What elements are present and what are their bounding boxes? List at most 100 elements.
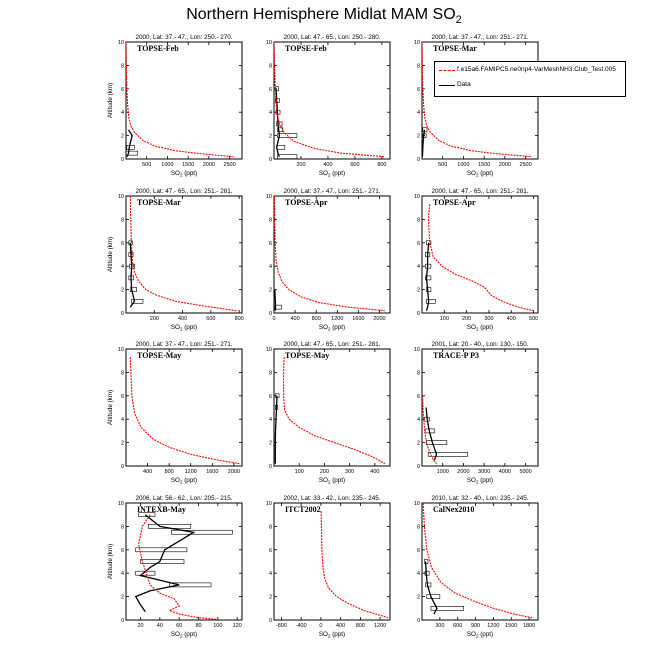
y-tick-label: 10 (414, 347, 420, 353)
panel-8: 2000, Lat: 47.- 65., Lon: 251.- 281. TOPS… (266, 341, 391, 485)
x-axis-label: SO2 (ppt) (171, 324, 197, 332)
data-line (425, 407, 438, 461)
y-tick-label: 10 (266, 347, 272, 353)
legend-label-model: f.e15a6.FAMIPC5.ne0np4-VarMeshNH3.Club_T… (457, 66, 616, 73)
x-tick-label: 400 (336, 623, 345, 629)
x-tick-label: 100 (295, 469, 304, 475)
y-tick-label: 2 (121, 134, 124, 140)
y-tick-label: 4 (121, 264, 124, 270)
model-line (129, 357, 240, 465)
panel-frame (125, 195, 243, 314)
y-tick-label: 4 (417, 417, 420, 423)
data-range-box (125, 150, 138, 156)
x-tick-label: 400 (370, 469, 379, 475)
y-tick-label: 2 (417, 441, 420, 447)
panel-frame (421, 502, 539, 621)
data-range-box (426, 594, 441, 599)
x-axis-label: SO2 (ppt) (467, 631, 493, 639)
x-tick-label: 2500 (519, 162, 531, 168)
y-tick-label: 2 (269, 441, 272, 447)
x-tick-label: 400 (143, 469, 152, 475)
data-range-box (276, 121, 283, 127)
panel-campaign-label: ITCT2002 (285, 505, 321, 514)
model-line (283, 357, 386, 465)
x-tick-label: 1600 (206, 469, 218, 475)
data-line (275, 88, 281, 157)
data-line (126, 129, 133, 157)
y-tick-label: 6 (269, 548, 272, 554)
panel-5: 2000, Lat: 37.- 47., Lon: 251.- 271. TOPS… (266, 188, 391, 332)
legend-swatch-model (439, 70, 455, 71)
data-range-box (274, 304, 282, 310)
y-tick-label: 0 (269, 618, 272, 624)
x-tick-label: -800 (276, 623, 287, 629)
y-tick-label: 2 (269, 595, 272, 601)
panel-header: 2000, Lat: 37.- 47., Lon: 251.- 271. (284, 188, 381, 195)
page-title-text: Northern Hemisphere Midlat MAM SO (186, 6, 456, 23)
y-tick-label: 6 (417, 87, 420, 93)
x-tick-label: 80 (195, 623, 201, 629)
x-axis-label: SO2 (ppt) (467, 477, 493, 485)
panel-frame (421, 41, 539, 160)
x-tick-label: -400 (296, 623, 307, 629)
x-tick-label: 5000 (519, 469, 531, 475)
x-tick-label: 200 (320, 469, 329, 475)
x-axis-label: SO2 (ppt) (171, 170, 197, 178)
x-axis-label: SO2 (ppt) (319, 324, 345, 332)
y-tick-label: 10 (266, 40, 272, 46)
panel-frame (421, 348, 539, 467)
x-tick-label: 1800 (523, 623, 535, 629)
y-tick-label: 4 (417, 571, 420, 577)
x-tick-label: 600 (453, 623, 462, 629)
panel-11: 2002, Lat: 33.- 42., Lon: 235.- 245. ITCT… (266, 495, 391, 639)
x-tick-label: 100 (213, 623, 222, 629)
panel-header: 2000, Lat: 47.- 65., Lon: 251.- 281. (284, 341, 381, 348)
model-line (422, 42, 532, 158)
panel-header: 2010, Lat: 32.- 40., Lon: 235.- 245. (432, 495, 529, 502)
y-tick-label: 6 (121, 548, 124, 554)
x-tick-label: 2500 (223, 162, 235, 168)
data-range-box (277, 127, 284, 133)
x-tick-label: 1000 (457, 162, 469, 168)
data-line (424, 561, 438, 615)
y-tick-label: 4 (121, 417, 124, 423)
y-tick-label: 8 (269, 524, 272, 530)
x-tick-label: 60 (176, 623, 182, 629)
x-tick-label: 2000 (457, 469, 469, 475)
data-range-box (430, 605, 464, 611)
x-tick-label: 500 (438, 162, 447, 168)
data-range-box (422, 127, 428, 133)
x-tick-label: 600 (206, 316, 215, 322)
x-axis-label: SO2 (ppt) (319, 170, 345, 178)
y-tick-label: 8 (121, 217, 124, 223)
model-line (129, 196, 237, 312)
data-line (425, 242, 430, 311)
y-tick-label: 8 (269, 370, 272, 376)
y-tick-label: 2 (269, 288, 272, 294)
y-tick-label: 8 (121, 63, 124, 69)
x-tick-label: 2000 (373, 316, 385, 322)
x-tick-label: 1000 (161, 162, 173, 168)
panel-frame (125, 502, 243, 621)
y-tick-label: 0 (417, 618, 420, 624)
y-tick-label: 2 (121, 288, 124, 294)
panel-2: 2000, Lat: 47.- 65., Lon: 250.- 280. TOPS… (266, 34, 391, 178)
x-tick-label: 800 (356, 623, 365, 629)
x-tick-label: 1500 (182, 162, 194, 168)
y-tick-label: 0 (121, 618, 124, 624)
data-range-box (131, 298, 144, 304)
data-range-box (426, 287, 432, 292)
x-axis-label: SO2 (ppt) (319, 477, 345, 485)
panel-6: 2000, Lat: 47.- 65., Lon: 251.- 281. TOPS… (414, 188, 539, 332)
data-range-box (129, 287, 137, 292)
y-tick-label: 6 (269, 394, 272, 400)
y-tick-label: 4 (417, 110, 420, 116)
y-tick-label: 2 (417, 134, 420, 140)
y-tick-label: 8 (269, 63, 272, 69)
y-tick-label: 2 (269, 134, 272, 140)
data-range-box (425, 275, 432, 281)
legend-swatch-data (439, 85, 455, 86)
data-line (129, 242, 136, 308)
x-tick-label: 1000 (437, 469, 449, 475)
y-tick-label: 8 (417, 370, 420, 376)
